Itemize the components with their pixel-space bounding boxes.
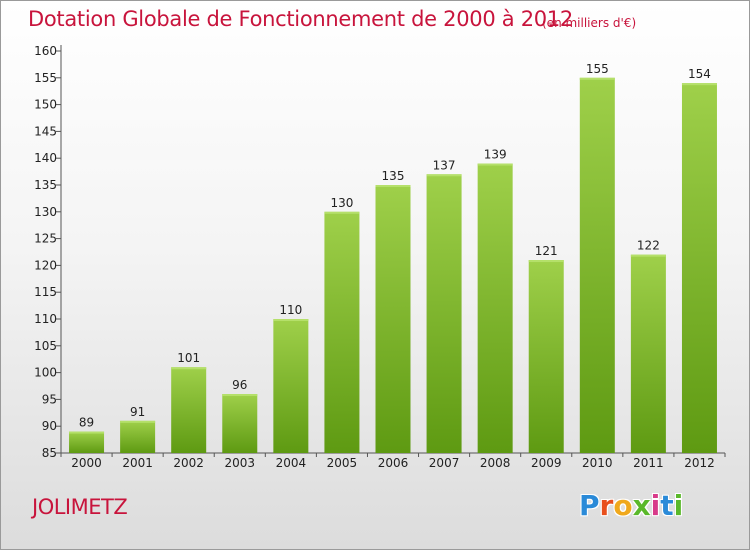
bar-value-label: 96 bbox=[232, 378, 247, 392]
logo-letter: P bbox=[579, 489, 600, 522]
x-tick-label: 2001 bbox=[122, 456, 153, 470]
y-tick-label: 105 bbox=[34, 339, 57, 353]
bar bbox=[171, 367, 207, 453]
y-tick-label: 155 bbox=[34, 71, 57, 85]
y-tick-label: 85 bbox=[42, 446, 57, 460]
x-tick-label: 2000 bbox=[71, 456, 102, 470]
bar-top-highlight bbox=[273, 319, 309, 321]
y-tick-label: 160 bbox=[34, 44, 57, 58]
bar bbox=[681, 83, 717, 453]
y-tick-label: 145 bbox=[34, 124, 57, 138]
bar-value-label: 121 bbox=[535, 244, 558, 258]
bar-value-label: 137 bbox=[433, 158, 456, 172]
y-tick-label: 130 bbox=[34, 205, 57, 219]
bar-value-label: 130 bbox=[330, 196, 353, 210]
proxiti-logo: Proxiti bbox=[579, 489, 683, 522]
bar-value-label: 155 bbox=[586, 62, 609, 76]
bar bbox=[375, 185, 411, 453]
bar-top-highlight bbox=[579, 77, 615, 80]
bar bbox=[69, 431, 105, 453]
bar-value-label: 110 bbox=[279, 303, 302, 317]
x-tick-label: 2002 bbox=[173, 456, 204, 470]
bar-value-label: 91 bbox=[130, 405, 145, 419]
bar bbox=[630, 254, 666, 453]
bar bbox=[426, 174, 462, 453]
bar-top-highlight bbox=[120, 420, 156, 423]
bar-value-label: 154 bbox=[688, 67, 711, 81]
x-tick-label: 2008 bbox=[480, 456, 511, 470]
bar bbox=[324, 211, 360, 453]
x-tick-label: 2011 bbox=[633, 456, 664, 470]
x-tick-label: 2006 bbox=[378, 456, 409, 470]
y-tick-label: 125 bbox=[34, 232, 57, 246]
bar bbox=[222, 394, 258, 453]
bar-value-label: 139 bbox=[484, 148, 507, 162]
x-tick-label: 2007 bbox=[429, 456, 460, 470]
y-tick-label: 115 bbox=[34, 285, 57, 299]
bar-value-label: 122 bbox=[637, 239, 660, 253]
bar-top-highlight bbox=[426, 174, 462, 177]
y-tick-label: 110 bbox=[34, 312, 57, 326]
bar bbox=[528, 260, 564, 453]
bar bbox=[273, 319, 309, 453]
bar-top-highlight bbox=[324, 211, 360, 214]
bar-top-highlight bbox=[171, 367, 207, 370]
bar-top-highlight bbox=[222, 394, 258, 397]
logo-letter: x bbox=[632, 489, 651, 522]
y-tick-label: 135 bbox=[34, 178, 57, 192]
x-tick-label: 2005 bbox=[327, 456, 358, 470]
bar-top-highlight bbox=[477, 163, 513, 166]
bar-top-highlight bbox=[681, 83, 717, 86]
logo-letter: o bbox=[613, 489, 633, 522]
bar-top-highlight bbox=[375, 185, 411, 187]
logo-letter: i bbox=[673, 489, 684, 522]
chart-title: Dotation Globale de Fonctionnement de 20… bbox=[28, 7, 573, 31]
logo-letter: i bbox=[650, 489, 661, 522]
y-tick-label: 150 bbox=[34, 98, 57, 112]
bar-top-highlight bbox=[528, 260, 564, 263]
chart-value-labels: 89 91 101 96 110 130 135 137 139 121 155 122 154 bbox=[79, 62, 711, 430]
x-tick-label: 2004 bbox=[276, 456, 307, 470]
y-tick-label: 120 bbox=[34, 258, 57, 272]
y-tick-label: 140 bbox=[34, 151, 57, 165]
chart-axes: 85 90 95 100 105 110 115 120 125 130 135 140 145 150 1… bbox=[34, 44, 726, 470]
bar bbox=[477, 163, 513, 453]
x-tick-label: 2012 bbox=[684, 456, 715, 470]
bar bbox=[579, 77, 615, 454]
x-tick-label: 2003 bbox=[224, 456, 255, 470]
bar-value-label: 101 bbox=[177, 351, 200, 365]
bar-top-highlight bbox=[630, 254, 666, 257]
bar-top-highlight bbox=[69, 431, 105, 434]
x-tick-label: 2010 bbox=[582, 456, 613, 470]
x-tick-label: 2009 bbox=[531, 456, 562, 470]
logo-letter: r bbox=[599, 489, 614, 522]
y-tick-label: 90 bbox=[42, 419, 57, 433]
chart-bars bbox=[69, 77, 717, 454]
logo-letter: t bbox=[660, 489, 674, 522]
commune-name: JOLIMETZ bbox=[32, 495, 128, 519]
y-tick-label: 95 bbox=[42, 392, 57, 406]
y-tick-label: 100 bbox=[34, 366, 57, 380]
bar bbox=[120, 420, 156, 453]
bar-value-label: 135 bbox=[382, 169, 405, 183]
chart-subtitle: (en milliers d'€) bbox=[542, 16, 637, 30]
bar-value-label: 89 bbox=[79, 416, 94, 430]
